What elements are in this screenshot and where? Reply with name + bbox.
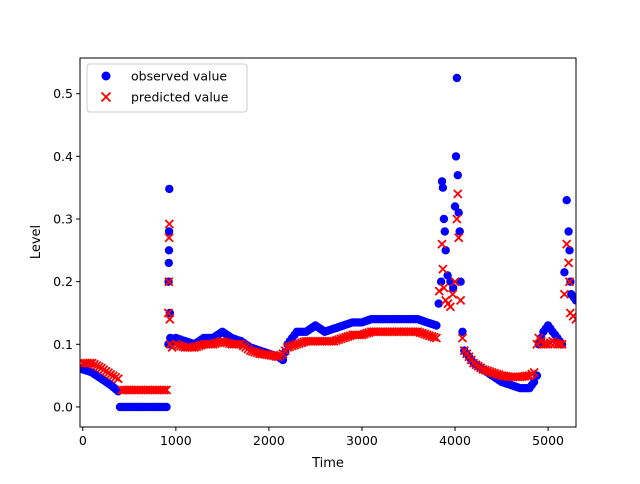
observed-point: [439, 214, 449, 224]
predicted-point: [555, 339, 565, 349]
x-tick-label: 0: [79, 433, 87, 448]
observed-point: [164, 258, 173, 268]
observed-point: [451, 152, 461, 161]
observed-point: [571, 296, 576, 305]
predicted-point: [434, 286, 444, 296]
predicted-point: [557, 339, 567, 349]
observed-point: [529, 377, 539, 387]
y-tick-label: 0.1: [53, 337, 73, 352]
observed-point: [165, 184, 174, 194]
y-tick-label: 0.3: [53, 212, 73, 227]
predicted-point: [165, 314, 175, 324]
x-axis: 0 1000 2000 3000 4000 5000: [79, 427, 564, 448]
x-tick-label: 4000: [439, 433, 471, 448]
observed-point: [443, 271, 452, 280]
observed-point: [440, 227, 449, 236]
predicted-point: [571, 314, 576, 324]
legend-label-predicted: predicted value: [131, 90, 229, 105]
y-tick-label: 0.4: [53, 149, 73, 164]
predicted-point: [457, 333, 468, 343]
predicted-point: [164, 233, 174, 243]
predicted-point: [445, 302, 456, 312]
observed-point: [278, 355, 288, 365]
observed-point: [452, 73, 462, 83]
predicted-point: [450, 277, 460, 287]
observed-point: [454, 208, 463, 217]
y-tick-label: 0.5: [53, 86, 73, 101]
x-axis-label: Time: [311, 456, 344, 471]
observed-point: [458, 327, 467, 336]
observed-point: [456, 277, 465, 286]
y-tick-label: 0.0: [53, 399, 73, 414]
observed-point: [453, 171, 462, 180]
y-axis: 0.0 0.1 0.2 0.3 0.4 0.5: [53, 86, 80, 414]
predicted-point: [164, 219, 174, 229]
predicted-point: [439, 283, 449, 293]
y-tick-label: 0.2: [53, 274, 73, 289]
predicted-point: [562, 239, 572, 249]
plot-frame: [79, 57, 577, 428]
predicted-point: [564, 277, 575, 287]
predicted-point: [159, 385, 169, 395]
observed-point: [438, 183, 448, 192]
x-tick-label: 3000: [346, 433, 378, 448]
legend-box: [86, 63, 248, 113]
observed-point: [434, 299, 443, 308]
predicted-point: [559, 289, 570, 299]
predicted-point: [431, 333, 442, 343]
observed-point: [441, 246, 450, 255]
y-axis-label: Level: [29, 225, 44, 259]
observed-point: [565, 246, 574, 255]
predicted-point: [453, 189, 463, 199]
x-tick-label: 1000: [160, 433, 192, 448]
observed-point: [450, 202, 460, 211]
observed-point: [562, 196, 571, 205]
observed-point: [564, 227, 573, 236]
x-tick-label: 2000: [253, 433, 285, 448]
x-tick-label: 5000: [532, 433, 564, 448]
observed-point: [164, 227, 174, 236]
predicted-point: [429, 332, 439, 342]
predicted-point: [448, 289, 458, 299]
observed-point: [436, 277, 446, 286]
observed-point: [165, 308, 174, 318]
predicted-point: [164, 277, 174, 287]
observed-point: [432, 321, 441, 330]
legend-label-observed: observed value: [131, 69, 227, 84]
series-predicted: [80, 189, 576, 395]
observed-point: [560, 268, 569, 277]
observed-point: [164, 246, 174, 255]
predicted-point: [529, 367, 539, 378]
legend: observed value predicted value: [86, 63, 248, 113]
predicted-point: [452, 214, 462, 224]
predicted-point: [455, 295, 466, 306]
predicted-point: [437, 239, 447, 249]
predicted-point: [454, 233, 464, 243]
predicted-point: [113, 374, 123, 384]
observed-point: [162, 402, 171, 412]
predicted-point: [438, 264, 448, 274]
points-layer: [80, 73, 576, 412]
observed-point: [437, 177, 447, 186]
predicted-point: [563, 258, 574, 268]
predicted-point: [161, 385, 172, 395]
legend-marker-predicted: [100, 91, 112, 103]
legend-marker-observed: [101, 71, 111, 81]
